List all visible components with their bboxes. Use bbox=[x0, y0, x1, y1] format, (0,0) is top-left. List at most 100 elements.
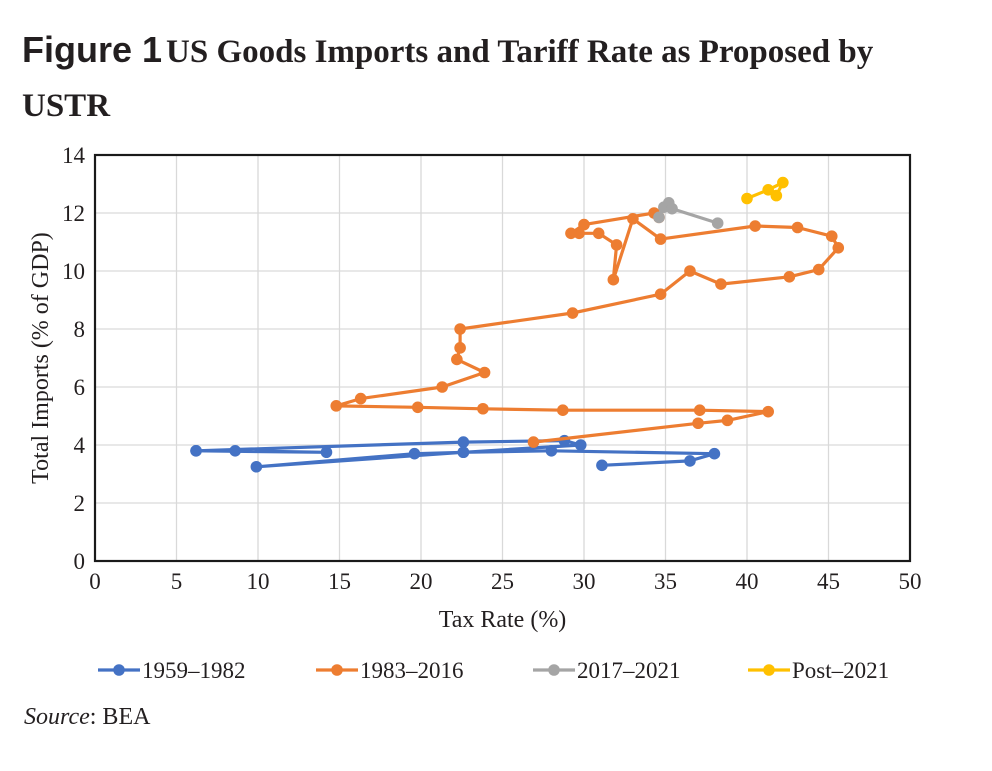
data-point bbox=[711, 217, 724, 229]
data-point bbox=[693, 404, 706, 417]
data-point bbox=[708, 447, 721, 460]
x-tick-label: 10 bbox=[247, 569, 270, 594]
legend-label: 1959–1982 bbox=[142, 658, 246, 683]
x-axis-label: Tax Rate (%) bbox=[439, 607, 567, 633]
data-point bbox=[190, 445, 202, 457]
series-layer bbox=[190, 176, 845, 473]
figure-title: US Goods Imports and Tariff Rate as Prop… bbox=[22, 34, 874, 124]
data-point bbox=[596, 459, 608, 472]
data-point bbox=[566, 307, 579, 319]
data-point bbox=[770, 189, 783, 202]
x-tick-label: 45 bbox=[817, 569, 840, 594]
data-point bbox=[527, 436, 540, 448]
data-point bbox=[229, 445, 241, 457]
data-point bbox=[610, 239, 623, 251]
y-axis-label: Total Imports (% of GDP) bbox=[28, 232, 54, 484]
data-point bbox=[250, 460, 263, 473]
data-point bbox=[573, 227, 585, 240]
tick-labels: 0 5 10 15 20 25 30 35 40 45 50 0 2 4 6 8 10 12 14 bbox=[62, 143, 922, 594]
series-2 bbox=[330, 207, 845, 448]
series-3 bbox=[653, 197, 724, 229]
data-point bbox=[545, 445, 558, 457]
source-note: Source: BEA bbox=[24, 704, 150, 731]
legend-swatch-marker bbox=[331, 664, 343, 676]
y-tick-label: 4 bbox=[74, 433, 86, 458]
source-label: Source bbox=[24, 704, 90, 730]
data-point bbox=[408, 447, 421, 460]
y-tick-label: 10 bbox=[62, 259, 85, 284]
x-tick-label: 25 bbox=[491, 569, 514, 594]
grid-lines bbox=[94, 154, 911, 562]
series-1 bbox=[190, 434, 721, 473]
legend-item: 1983–2016 bbox=[316, 658, 464, 683]
data-point bbox=[574, 439, 587, 451]
data-point bbox=[762, 184, 774, 196]
data-point bbox=[654, 233, 667, 245]
y-tick-label: 2 bbox=[74, 491, 86, 516]
figure-label: Figure 1 bbox=[22, 29, 163, 70]
x-tick-label: 5 bbox=[171, 569, 183, 594]
series-line bbox=[334, 211, 840, 444]
data-point bbox=[832, 242, 845, 254]
legend-swatch-marker bbox=[548, 664, 560, 676]
y-tick-label: 6 bbox=[74, 375, 86, 400]
data-point bbox=[791, 221, 804, 234]
data-point bbox=[457, 446, 470, 459]
data-point bbox=[477, 402, 489, 415]
data-point bbox=[454, 323, 466, 335]
data-point bbox=[684, 265, 696, 277]
data-point bbox=[607, 273, 620, 286]
x-tick-label: 0 bbox=[89, 569, 101, 594]
data-point bbox=[451, 353, 463, 366]
data-point bbox=[749, 220, 761, 232]
y-tick-label: 14 bbox=[62, 143, 86, 168]
plot-frame bbox=[93, 153, 912, 563]
x-tick-label: 50 bbox=[899, 569, 922, 594]
legend-swatch-marker bbox=[113, 664, 125, 676]
legend-item: Post–2021 bbox=[748, 658, 889, 683]
data-point bbox=[715, 278, 727, 290]
figure-heading: Figure 1 US Goods Imports and Tariff Rat… bbox=[22, 26, 962, 136]
legend-label: Post–2021 bbox=[792, 658, 889, 683]
legend-item: 1959–1982 bbox=[98, 658, 246, 683]
data-point bbox=[666, 202, 678, 215]
data-point bbox=[457, 436, 470, 448]
data-point bbox=[741, 192, 753, 205]
data-point bbox=[478, 366, 491, 379]
x-tick-label: 40 bbox=[736, 569, 759, 594]
data-point bbox=[783, 271, 796, 283]
data-point bbox=[354, 392, 367, 405]
legend-label: 1983–2016 bbox=[360, 658, 464, 683]
x-tick-label: 35 bbox=[654, 569, 677, 594]
data-point bbox=[454, 342, 466, 354]
series-line bbox=[745, 181, 785, 201]
data-point bbox=[330, 400, 343, 412]
data-point bbox=[684, 455, 696, 467]
data-point bbox=[654, 288, 667, 300]
y-tick-label: 0 bbox=[74, 549, 86, 574]
data-point bbox=[557, 404, 569, 417]
data-point bbox=[436, 381, 448, 393]
legend-item: 2017–2021 bbox=[533, 658, 681, 683]
data-point bbox=[592, 227, 605, 240]
legend-label: 2017–2021 bbox=[577, 658, 681, 683]
data-point bbox=[692, 417, 704, 430]
line-chart: 0 5 10 15 20 25 30 35 40 45 50 0 2 4 6 8 10 12 14 Tax Rate… bbox=[28, 143, 922, 683]
data-point bbox=[812, 263, 825, 276]
data-point bbox=[825, 230, 838, 242]
data-point bbox=[411, 401, 424, 414]
y-tick-label: 8 bbox=[74, 317, 86, 342]
source-text: : BEA bbox=[89, 704, 151, 730]
x-tick-label: 30 bbox=[573, 569, 596, 594]
x-tick-label: 15 bbox=[328, 569, 351, 594]
data-point bbox=[627, 213, 639, 225]
data-point bbox=[721, 414, 734, 427]
data-point bbox=[578, 218, 590, 231]
data-point bbox=[653, 211, 665, 224]
data-point bbox=[320, 446, 333, 459]
legend: 1959–1982 1983–2016 2017–2021 Post–2021 bbox=[98, 658, 889, 683]
data-point bbox=[565, 227, 577, 240]
data-point bbox=[777, 176, 789, 189]
series-4 bbox=[741, 176, 789, 205]
legend-swatch-marker bbox=[763, 664, 775, 676]
